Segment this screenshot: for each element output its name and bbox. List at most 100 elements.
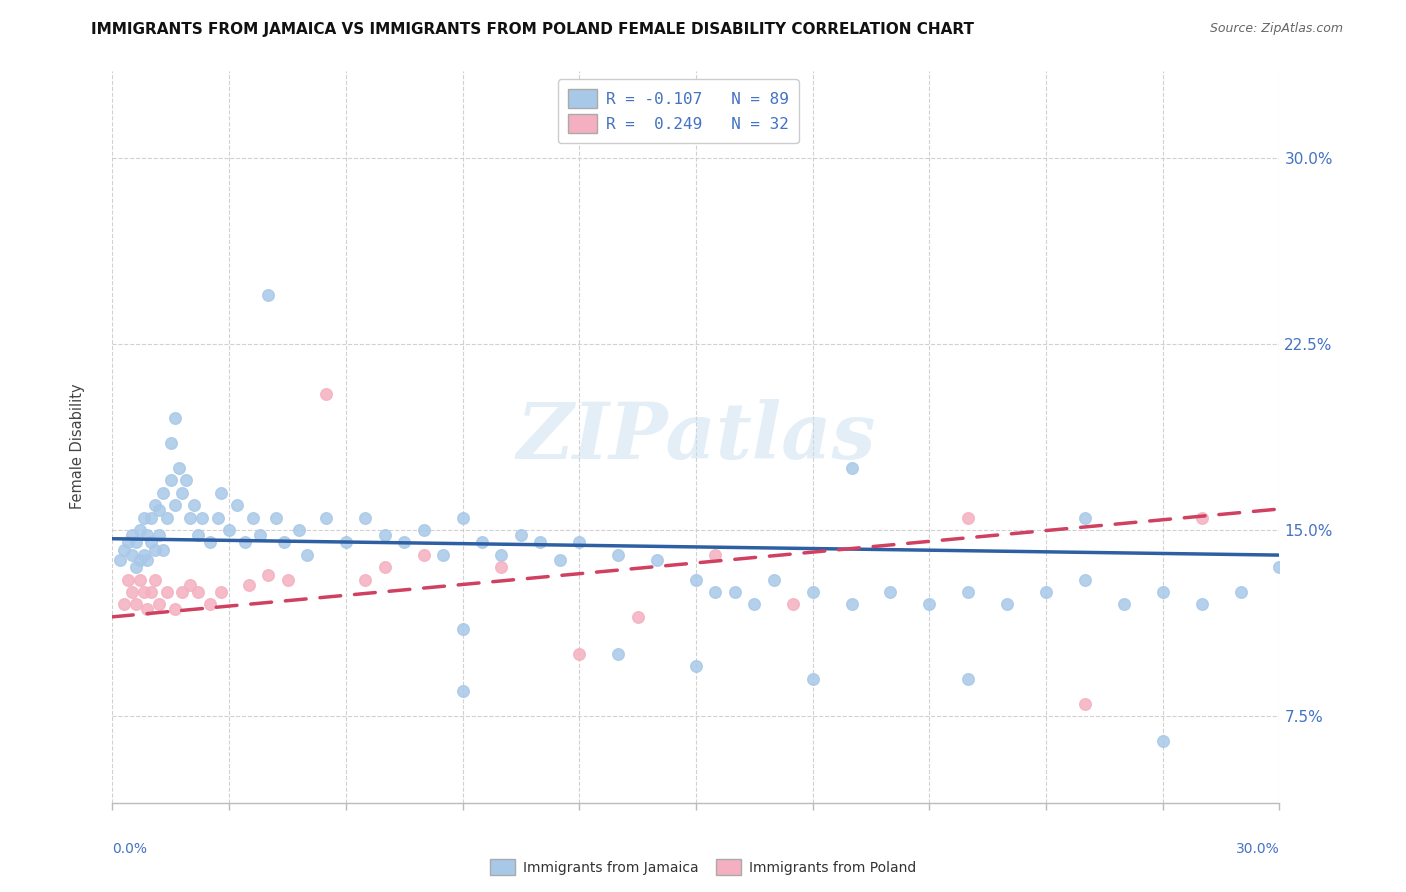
Point (132, 510, 155, 524)
Point (136, 602, 159, 616)
Point (412, 523, 434, 537)
Point (176, 474, 198, 488)
Point (172, 486, 194, 500)
Point (125, 598, 148, 612)
Point (143, 498, 166, 512)
Point (491, 548, 513, 562)
Point (209, 585, 232, 599)
Point (374, 560, 396, 574)
Point (1152, 734, 1174, 748)
Point (264, 510, 287, 524)
Point (841, 461, 863, 475)
Point (160, 436, 183, 450)
Point (451, 510, 474, 524)
Point (491, 560, 513, 574)
Point (704, 585, 727, 599)
Point (394, 535, 416, 549)
Point (179, 510, 201, 524)
Point (782, 598, 804, 612)
Point (607, 548, 630, 562)
Point (128, 553, 150, 567)
Point (607, 647, 630, 661)
Point (374, 528, 396, 542)
Point (148, 528, 170, 542)
Point (160, 474, 183, 488)
Point (257, 287, 280, 301)
Point (568, 535, 591, 549)
Point (568, 647, 591, 661)
Point (163, 498, 186, 512)
Point (128, 573, 150, 587)
Point (685, 659, 707, 673)
Point (288, 523, 311, 537)
Point (152, 542, 174, 557)
Point (412, 548, 434, 562)
Point (163, 602, 186, 616)
Point (218, 523, 240, 537)
Point (187, 585, 209, 599)
Point (918, 598, 941, 612)
Point (148, 598, 170, 612)
Point (141, 510, 163, 524)
Point (801, 585, 824, 599)
Point (143, 542, 166, 557)
Point (995, 598, 1018, 612)
Point (451, 622, 474, 636)
Point (238, 577, 260, 591)
Point (685, 573, 707, 587)
Point (226, 498, 249, 512)
Point (1268, 560, 1291, 574)
Point (273, 535, 295, 549)
Point (724, 585, 747, 599)
Point (112, 598, 135, 612)
Text: 0.0%: 0.0% (112, 842, 148, 855)
Point (295, 548, 318, 562)
Point (156, 510, 179, 524)
Point (233, 535, 256, 549)
Point (276, 573, 298, 587)
Legend: R = -0.107   N = 89, R =  0.249   N = 32: R = -0.107 N = 89, R = 0.249 N = 32 (558, 79, 799, 143)
Point (179, 577, 201, 591)
Point (187, 528, 209, 542)
Point (354, 510, 377, 524)
Point (451, 684, 474, 698)
Point (112, 542, 135, 557)
Point (209, 486, 232, 500)
Point (841, 598, 863, 612)
Point (1074, 510, 1097, 524)
Point (198, 535, 221, 549)
Point (117, 573, 139, 587)
Point (242, 510, 264, 524)
Point (704, 548, 727, 562)
Text: IMMIGRANTS FROM JAMAICA VS IMMIGRANTS FROM POLAND FEMALE DISABILITY CORRELATION : IMMIGRANTS FROM JAMAICA VS IMMIGRANTS FR… (91, 22, 974, 37)
Point (957, 585, 980, 599)
Point (167, 461, 190, 475)
Point (172, 585, 194, 599)
Point (957, 510, 980, 524)
Point (132, 585, 155, 599)
Point (1035, 585, 1057, 599)
Point (509, 528, 531, 542)
Point (207, 510, 229, 524)
Legend: Immigrants from Jamaica, Immigrants from Poland: Immigrants from Jamaica, Immigrants from… (484, 854, 922, 880)
Point (957, 672, 980, 686)
Point (117, 535, 139, 549)
Point (163, 411, 186, 425)
Text: Source: ZipAtlas.com: Source: ZipAtlas.com (1209, 22, 1343, 36)
Point (198, 598, 221, 612)
Point (879, 585, 901, 599)
Point (136, 553, 159, 567)
Point (121, 585, 143, 599)
Point (744, 598, 766, 612)
Point (141, 585, 163, 599)
Point (143, 573, 166, 587)
Point (125, 535, 148, 549)
Point (762, 573, 785, 587)
Point (1229, 585, 1251, 599)
Point (1152, 585, 1174, 599)
Point (529, 535, 551, 549)
Point (1074, 697, 1097, 711)
Point (148, 503, 170, 517)
Point (136, 528, 159, 542)
Point (354, 573, 377, 587)
